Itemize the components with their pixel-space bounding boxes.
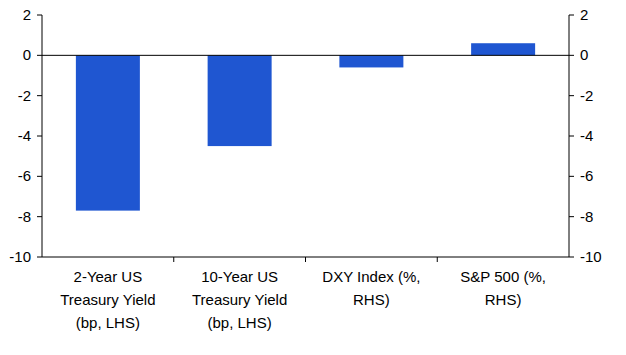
x-tick-label-line: 2-Year US — [74, 268, 143, 285]
y-tick-label: 2 — [23, 6, 31, 23]
x-tick-label-line: RHS) — [353, 291, 390, 308]
y-tick — [37, 136, 42, 137]
y2-tick-label: -10 — [580, 248, 602, 265]
bar — [76, 55, 140, 210]
x-tick — [305, 257, 306, 262]
y-tick — [37, 257, 42, 258]
y-tick-label: -8 — [18, 208, 31, 225]
y2-tick — [569, 257, 574, 258]
x-tick-label-line: Treasury Yield — [192, 291, 287, 308]
y2-tick-label: -6 — [580, 167, 593, 184]
chart: -10 -8 -6 -4 -2 0 2 -10 -8 -6 -4 -2 0 2 2-Year US Treas… — [0, 0, 626, 355]
y-tick — [37, 15, 42, 16]
y2-tick — [569, 55, 574, 56]
x-tick-label-line: Treasury Yield — [60, 291, 155, 308]
y2-tick-label: 0 — [580, 46, 588, 63]
y2-tick — [569, 176, 574, 177]
y-tick-label: 0 — [23, 46, 31, 63]
x-tick-label: 2-Year US Treasury Yield (bp, LHS) — [60, 268, 155, 331]
zero-line — [42, 55, 569, 56]
bar — [471, 43, 535, 55]
y2-tick-label: -4 — [580, 127, 593, 144]
bar — [208, 55, 272, 146]
y-tick-label: -6 — [18, 167, 31, 184]
y-tick — [37, 55, 42, 56]
y-tick-label: -10 — [9, 248, 31, 265]
y2-tick-label: -8 — [580, 208, 593, 225]
y2-tick-label: -2 — [580, 87, 593, 104]
bar — [339, 55, 403, 67]
bars — [76, 43, 535, 210]
y2-tick-label: 2 — [580, 6, 588, 23]
y-tick — [37, 176, 42, 177]
x-tick-label-line: DXY Index (%, — [322, 268, 420, 285]
y-tick — [37, 216, 42, 217]
y2-tick — [569, 95, 574, 96]
y2-tick — [569, 136, 574, 137]
x-tick-label-line: (bp, LHS) — [76, 314, 140, 331]
y2-tick — [569, 15, 574, 16]
x-tick-label-line: 10-Year US — [201, 268, 278, 285]
x-tick-label-line: (bp, LHS) — [208, 314, 272, 331]
x-tick-label-line: S&P 500 (%, — [460, 268, 546, 285]
x-tick — [437, 257, 438, 262]
y-tick — [37, 95, 42, 96]
y-tick-label: -2 — [18, 87, 31, 104]
x-tick — [173, 257, 174, 262]
x-tick-label: DXY Index (%, RHS) — [322, 268, 420, 308]
x-tick-label: 10-Year US Treasury Yield (bp, LHS) — [192, 268, 287, 331]
x-tick-label-line: RHS) — [485, 291, 522, 308]
y-tick-label: -4 — [18, 127, 31, 144]
chart-svg: -10 -8 -6 -4 -2 0 2 -10 -8 -6 -4 -2 0 2 2-Year US Treas… — [0, 0, 626, 355]
y2-tick — [569, 216, 574, 217]
x-tick-label: S&P 500 (%, RHS) — [460, 268, 546, 308]
